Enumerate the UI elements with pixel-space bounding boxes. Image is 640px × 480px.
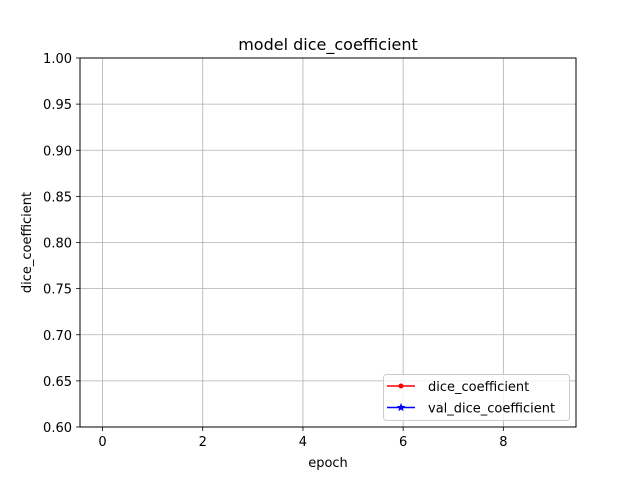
x-tick-label: 4 <box>299 435 307 450</box>
y-tick-label: 0.80 <box>43 237 72 252</box>
chart-title: model dice_coefficient <box>238 35 418 55</box>
x-tick-label: 0 <box>98 435 106 450</box>
legend-label: val_dice_coefficient <box>428 402 555 417</box>
x-tick-label: 2 <box>199 435 207 450</box>
legend: dice_coefficient val_dice_coefficient <box>383 374 570 421</box>
legend-box <box>383 374 570 421</box>
y-tick-label: 0.60 <box>43 421 72 436</box>
y-tick-label: 1.00 <box>43 52 72 67</box>
legend-label: dice_coefficient <box>428 380 529 395</box>
x-axis-ticks: 0 2 4 6 8 <box>98 427 507 450</box>
y-axis-ticks: 0.60 0.65 0.70 0.75 0.80 0.85 0.90 0.95 1.00 <box>43 52 80 436</box>
y-tick-label: 0.65 <box>43 375 72 390</box>
x-tick-label: 6 <box>399 435 407 450</box>
y-tick-label: 0.95 <box>43 98 72 113</box>
x-tick-label: 8 <box>499 435 507 450</box>
legend-circle-marker <box>398 383 404 389</box>
y-tick-label: 0.90 <box>43 144 72 159</box>
legend-star-marker <box>396 403 406 412</box>
y-tick-label: 0.70 <box>43 329 72 344</box>
y-tick-label: 0.85 <box>43 190 72 205</box>
y-tick-label: 0.75 <box>43 283 72 298</box>
x-axis-title: epoch <box>308 456 348 471</box>
y-axis-title: dice_coefficient <box>20 192 35 293</box>
